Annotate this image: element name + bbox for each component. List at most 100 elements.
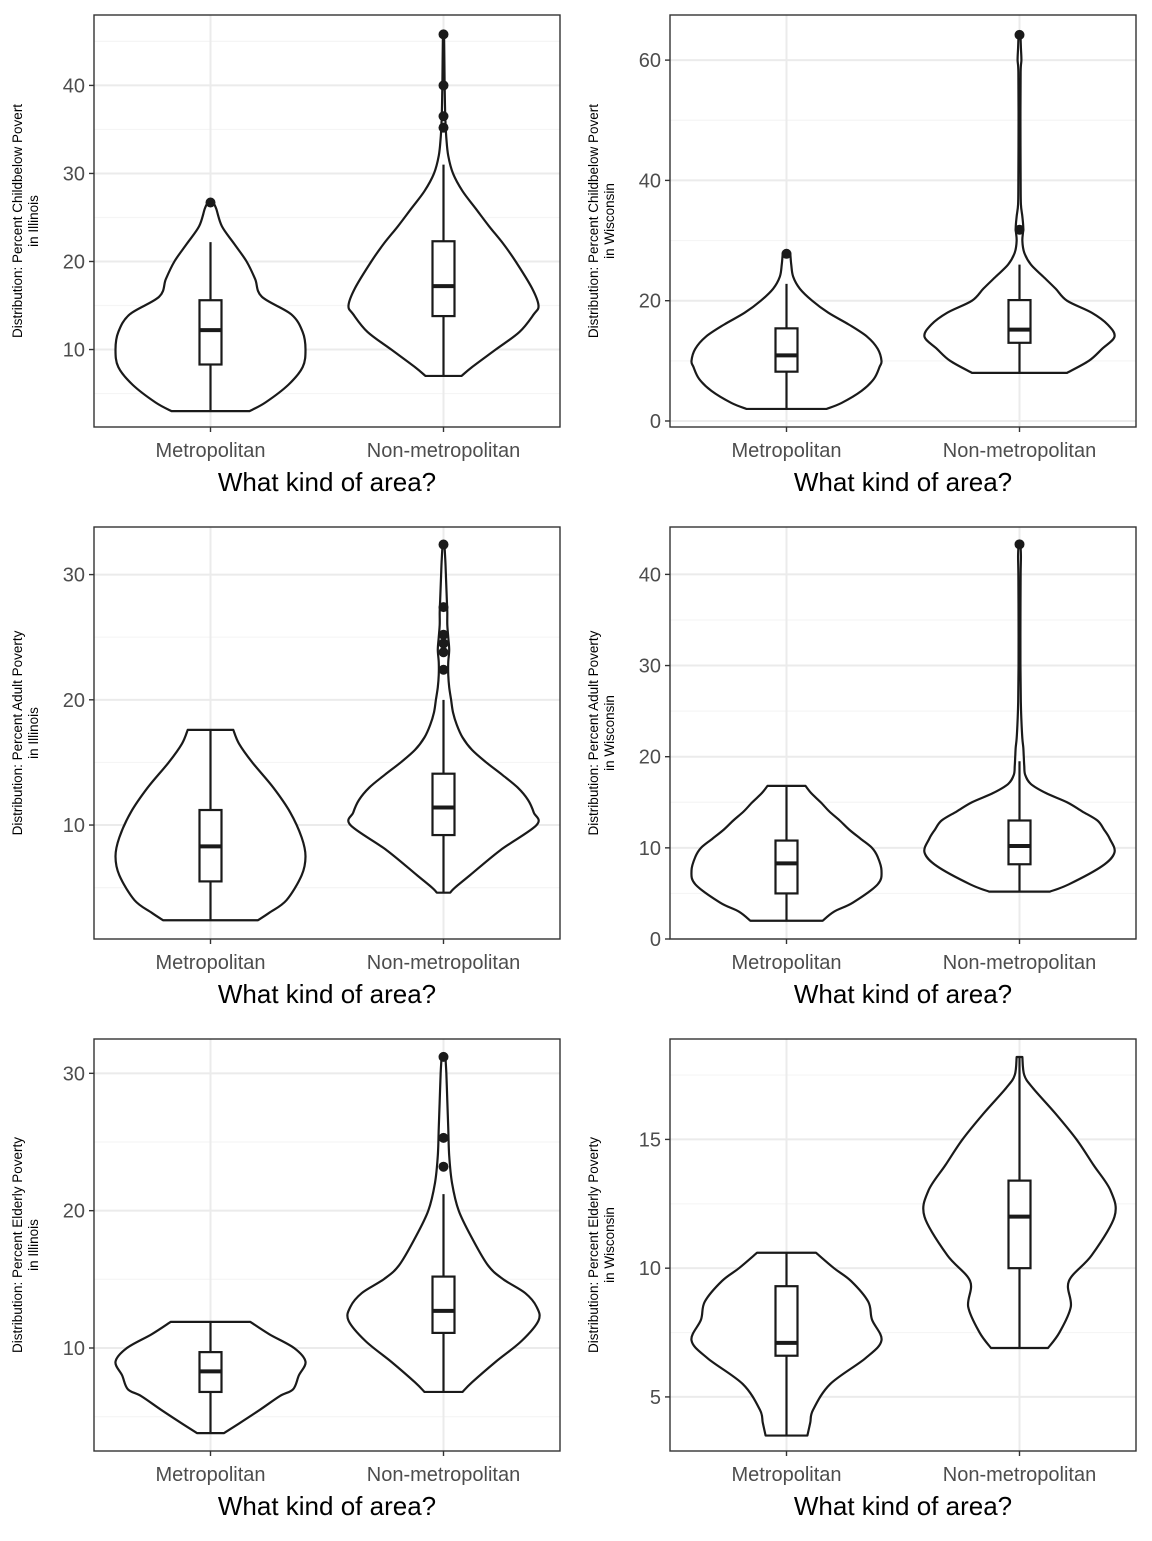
y-tick-label: 20 [639, 747, 661, 769]
violin-group-non-metropolitan [922, 1055, 1117, 1350]
outlier-point [438, 80, 449, 91]
outlier-point [438, 602, 449, 613]
violin-panel-6: 5 10 15 Metropolitan Non-metropolitan What ki… [586, 1038, 1137, 1521]
outlier-point [438, 111, 449, 122]
x-tick-label: Non-metropolitan [367, 440, 520, 462]
violin-group-metropolitan [690, 248, 883, 411]
panel-border [669, 526, 1137, 940]
outlier-point [438, 664, 449, 675]
x-axis-title: What kind of area? [794, 979, 1012, 1009]
y-tick-label: 10 [63, 815, 85, 837]
y-tick-label: 40 [639, 170, 661, 192]
x-tick-label: Metropolitan [155, 1464, 265, 1486]
violin-group-non-metropolitan [346, 1051, 541, 1394]
box [774, 839, 799, 895]
outlier-point [438, 1161, 449, 1172]
violin-group-non-metropolitan [923, 29, 1116, 374]
y-axis-title-line: in Illinois [26, 1219, 41, 1271]
y-tick-label: 10 [63, 1338, 85, 1360]
x-tick-label: Metropolitan [731, 952, 841, 974]
panel-border [93, 14, 561, 428]
x-tick-label: Metropolitan [731, 440, 841, 462]
y-axis-title-line: Distribution: Percent Childbelow Povert [586, 104, 601, 338]
box [431, 1275, 456, 1334]
y-tick-label: 30 [63, 1063, 85, 1085]
box [774, 1285, 799, 1357]
outlier-point [438, 1132, 449, 1143]
outlier-point [1014, 539, 1025, 550]
outlier-point [438, 629, 449, 640]
outlier-point [781, 248, 792, 259]
y-axis-title-line: in Wisconsin [602, 1207, 617, 1283]
y-tick-label: 20 [63, 251, 85, 273]
box [198, 299, 223, 366]
x-axis-title: What kind of area? [794, 467, 1012, 497]
y-tick-label: 20 [63, 1201, 85, 1223]
y-axis-title-line: in Wisconsin [602, 695, 617, 771]
y-tick-label: 15 [639, 1129, 661, 1151]
x-tick-label: Metropolitan [155, 440, 265, 462]
violin-group-metropolitan [690, 784, 883, 922]
outlier-point [438, 1051, 449, 1062]
y-tick-label: 40 [639, 564, 661, 586]
violin-panel-5: 10 20 30 Metropolitan Non-metropolitan What k… [10, 1038, 561, 1521]
outlier-point [438, 29, 449, 40]
y-axis-title-line: Distribution: Percent Adult Poverty [586, 630, 601, 835]
x-tick-label: Non-metropolitan [943, 440, 1096, 462]
y-axis-title-line: in Wisconsin [602, 183, 617, 259]
violin-group-non-metropolitan [923, 539, 1116, 893]
box [1007, 1179, 1032, 1270]
outlier-point [438, 122, 449, 133]
x-axis-title: What kind of area? [218, 1491, 436, 1521]
outlier-point [205, 197, 216, 208]
outlier-point [438, 539, 449, 550]
y-tick-label: 5 [650, 1387, 661, 1409]
y-tick-label: 20 [63, 690, 85, 712]
y-tick-label: 20 [639, 291, 661, 313]
box [1007, 819, 1032, 866]
y-axis-title-line: Distribution: Percent Childbelow Povert [10, 104, 25, 338]
y-axis-title-line: Distribution: Percent Elderly Poverty [10, 1137, 25, 1353]
y-axis-title-line: Distribution: Percent Adult Poverty [10, 630, 25, 835]
x-axis-title: What kind of area? [794, 1491, 1012, 1521]
y-tick-label: 10 [63, 340, 85, 362]
x-axis-title: What kind of area? [218, 467, 436, 497]
x-tick-label: Non-metropolitan [943, 1464, 1096, 1486]
y-tick-label: 30 [63, 163, 85, 185]
panel-border [669, 14, 1137, 428]
x-tick-label: Metropolitan [155, 952, 265, 974]
x-tick-label: Non-metropolitan [943, 952, 1096, 974]
violin-group-metropolitan [114, 1320, 307, 1435]
violin-group-metropolitan [690, 1251, 883, 1437]
violin-group-metropolitan [114, 197, 307, 413]
y-axis-title-line: Distribution: Percent Elderly Poverty [586, 1137, 601, 1353]
violin-panel-2: 0 20 40 60 Metropolitan Non-metropolitan What … [586, 14, 1137, 497]
violin-panel-1: 10 20 30 40 Metropolitan Non-metropolitan What… [10, 14, 561, 497]
y-tick-label: 40 [63, 75, 85, 97]
violin-panel-4: 0 10 20 30 40 Metropolitan Non-metropolitan Wha… [586, 526, 1137, 1009]
outlier-point [1014, 29, 1025, 40]
box [431, 772, 456, 837]
box [431, 240, 456, 318]
y-tick-label: 60 [639, 50, 661, 72]
violin-panel-3: 10 20 30 Metropolitan Non-metropolitan What k… [10, 526, 561, 1009]
violin-group-non-metropolitan [347, 29, 540, 378]
violin-group-non-metropolitan [347, 539, 540, 894]
x-tick-label: Non-metropolitan [367, 1464, 520, 1486]
box [774, 327, 799, 373]
outlier-point [438, 638, 449, 649]
box [1007, 298, 1032, 344]
panel-border [669, 1038, 1137, 1452]
y-tick-label: 0 [650, 929, 661, 951]
x-axis-title: What kind of area? [218, 979, 436, 1009]
y-axis-title-line: in Illinois [26, 195, 41, 247]
panel-border [93, 1038, 561, 1452]
outlier-point [438, 647, 449, 658]
x-tick-label: Metropolitan [731, 1464, 841, 1486]
y-tick-label: 10 [639, 838, 661, 860]
outlier-point [1014, 224, 1025, 235]
y-tick-label: 30 [639, 656, 661, 678]
y-tick-label: 10 [639, 1258, 661, 1280]
